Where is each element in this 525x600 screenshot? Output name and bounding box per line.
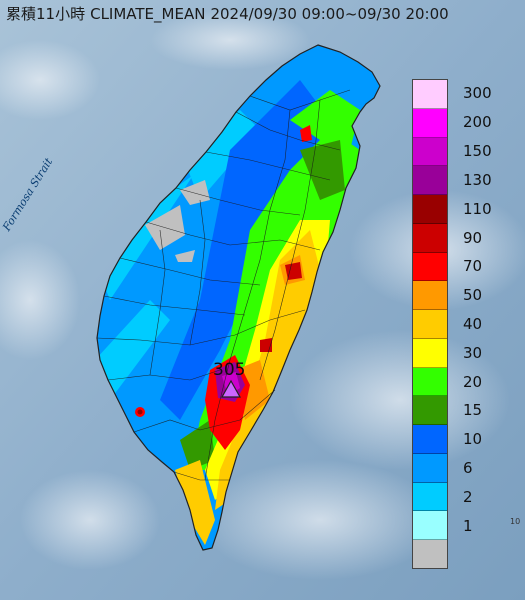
legend-swatch (413, 396, 447, 426)
legend-label: 30 (463, 343, 483, 362)
legend-swatch (413, 338, 447, 368)
legend-swatch (413, 166, 447, 196)
legend-label: 6 (463, 459, 473, 478)
legend-label: 20 (463, 372, 483, 391)
legend-swatch (413, 137, 447, 167)
legend-labels: 300 200 150 130 110 90 70 50 40 30 20 15 10 6 2 1 (463, 79, 523, 569)
legend-swatch (413, 310, 447, 339)
max-value-label: 305 (213, 360, 246, 380)
title-period: 2024/09/30 09:00~09/30 20:00 (210, 5, 449, 23)
legend-swatch (413, 482, 447, 512)
corner-tag: 10 (510, 517, 521, 526)
legend-swatch (413, 540, 447, 569)
legend-label: 70 (463, 257, 483, 276)
legend-label: 1 (463, 516, 473, 535)
legend-label: 2 (463, 487, 473, 506)
legend-label: 200 (463, 113, 492, 132)
legend-label: 130 (463, 170, 492, 189)
legend-label: 10 (463, 430, 483, 449)
legend-swatch (413, 80, 447, 109)
legend-label: 90 (463, 228, 483, 247)
legend-swatch (413, 252, 447, 282)
legend-label: 40 (463, 315, 483, 333)
legend-swatch (413, 367, 447, 397)
legend-colorbar (412, 79, 448, 569)
admin-boundaries (96, 89, 351, 481)
legend-swatch (413, 108, 447, 138)
legend-swatch (413, 223, 447, 253)
legend-label: 110 (463, 199, 492, 218)
legend-swatch (413, 511, 447, 541)
legend-swatch (413, 195, 447, 224)
title-product: CLIMATE_MEAN (90, 5, 206, 23)
cloud-overlay (0, 10, 525, 580)
legend-label: 300 (463, 84, 492, 103)
max-marker-icon (220, 379, 242, 398)
legend-label: 50 (463, 286, 483, 305)
legend-swatch (413, 453, 447, 483)
map-title: 累積11小時 CLIMATE_MEAN 2024/09/30 09:00~09/30… (6, 3, 454, 24)
legend-label: 150 (463, 142, 492, 161)
legend-swatch (413, 281, 447, 311)
coastline (96, 44, 381, 551)
title-period-cn: 累積11小時 (6, 5, 86, 23)
legend-swatch (413, 425, 447, 454)
legend-label: 15 (463, 401, 483, 420)
